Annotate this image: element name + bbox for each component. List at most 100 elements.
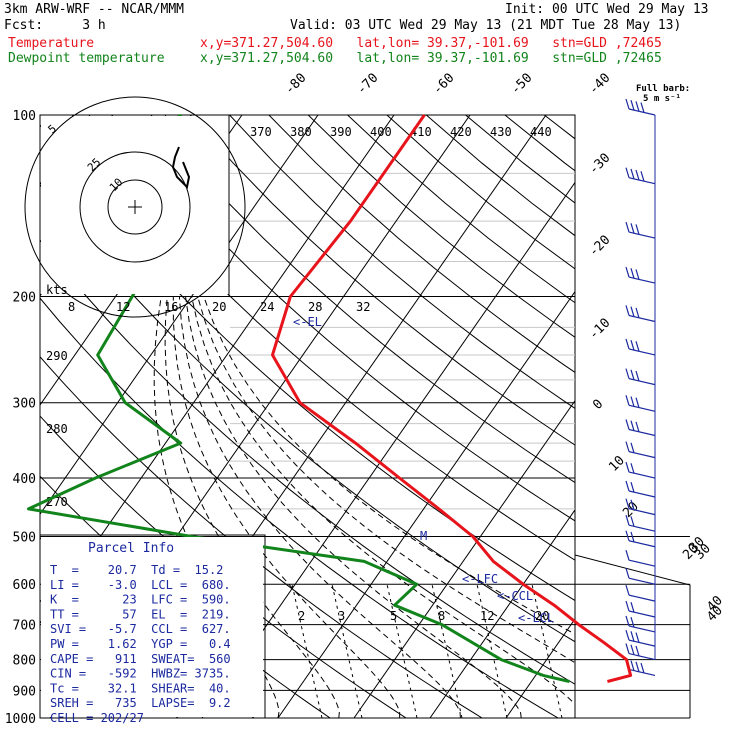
mixing-ratio-label: 20 [535, 609, 549, 623]
wind-barb [625, 615, 656, 633]
mixing-ratio-label: 8 [438, 609, 445, 623]
level-annotation: <-LCL [518, 611, 554, 625]
isobar-label-200: 200 [13, 291, 36, 306]
isotherm [277, 290, 575, 718]
wind-barb [625, 530, 656, 548]
wind-barb [625, 266, 656, 284]
dry-adiabat [111, 115, 575, 522]
theta-e-label: 390 [330, 125, 352, 139]
parcel-info-row: K = 23 LFC = 590. [50, 593, 231, 607]
isotherm-label: -10 [586, 316, 613, 343]
hodograph-ring [24, 96, 246, 318]
level-annotation: M [420, 529, 427, 543]
isobar-label-800: 800 [13, 654, 36, 669]
mixing-ratio-line [476, 584, 508, 719]
temperature-legend-label: Temperature [8, 36, 95, 51]
wind-barb [625, 98, 656, 116]
theta-e-label: 420 [450, 125, 472, 139]
isotherm-label: -60 [430, 71, 457, 98]
wind-barb [625, 629, 656, 647]
dry-adiabat [623, 115, 740, 718]
wind-barb [625, 515, 656, 532]
moist-adiabat [185, 296, 522, 718]
isotherm-label: -30 [586, 151, 613, 178]
wind-barb [625, 338, 656, 356]
dry-adiabat [71, 115, 575, 561]
mixing-ratio-line [386, 584, 418, 719]
isobar-label-400: 400 [13, 472, 36, 487]
isotherm [201, 181, 575, 718]
isotherm-label: 10 [606, 453, 628, 475]
wind-barb [625, 305, 656, 323]
hodograph-speed-label: 20 [212, 300, 226, 314]
mixing-ratio-line [331, 584, 363, 719]
valid-time: Valid: 03 UTC Wed 29 May 13 (21 MDT Tue … [290, 18, 682, 33]
wind-barb [625, 480, 656, 498]
isobar-label-1000: 1000 [5, 712, 36, 727]
wind-barb [625, 167, 656, 185]
dry-adiabat [504, 115, 575, 172]
isotherm-label: -80 [282, 71, 309, 98]
parcel-info-row: CIN = -592 HWBZ= 3735. [50, 667, 231, 681]
parcel-info-title: Parcel Info [88, 541, 174, 556]
isobar-label-500: 500 [13, 530, 36, 545]
barb-legend-title: Full barb: [636, 84, 691, 94]
wind-barb [625, 549, 656, 567]
dry-adiabat [662, 115, 740, 718]
hodograph-ring [107, 179, 163, 235]
parcel-panel-frame [40, 534, 266, 718]
parcel-info-row: SREH = 735 LAPSE= 9.2 [50, 696, 231, 710]
isotherm [582, 115, 740, 718]
isotherm-label: -20 [586, 233, 613, 260]
wind-barb [625, 419, 656, 437]
isotherm [734, 115, 740, 718]
dewpoint-legend-info: x,y=371.27,504.60 lat,lon= 39.37,-101.69… [200, 51, 662, 66]
dry-adiabat [268, 115, 575, 373]
moist-adiabat [197, 296, 575, 664]
dry-adiabat [40, 181, 575, 643]
barb-legend-units: 5 m s⁻¹ [643, 94, 681, 104]
wind-barb [625, 600, 656, 618]
moist-adiabat [191, 296, 575, 706]
hodograph-speed-label: 28 [308, 300, 322, 314]
dry-adiabat [307, 115, 575, 338]
dewpoint-legend-label: Dewpoint temperature [8, 51, 165, 66]
mixing-ratio-line [431, 584, 463, 719]
dry-adiabat [584, 115, 740, 718]
theta-e-label: 370 [250, 125, 272, 139]
hodograph-speed-label: 12 [116, 300, 130, 314]
isobar-label-300: 300 [13, 397, 36, 412]
forecast-hour: Fcst: 3 h [4, 18, 106, 33]
parcel-panel-background [41, 537, 263, 717]
theta-label: 280 [46, 422, 68, 436]
hodograph-speed-label: 16 [164, 300, 178, 314]
parcel-info-row: CAPE = 911 SWEAT= 560 [50, 652, 231, 666]
level-annotation: <-LFC [462, 572, 498, 586]
mixing-ratio-line [291, 584, 323, 719]
hodograph-speed-label: 8 [68, 300, 75, 314]
moist-adiabat [203, 296, 575, 635]
hodograph-trace [171, 146, 191, 190]
theta-e-label: 430 [490, 125, 512, 139]
mixing-ratio-label: 2 [298, 609, 305, 623]
wind-barb [625, 461, 656, 479]
isotherm-label: -50 [508, 71, 535, 98]
parcel-info-row: PW = 1.62 YGP = 0.4 [50, 637, 231, 651]
isotherm [658, 115, 740, 718]
mixing-ratio-label: 5 [390, 609, 397, 623]
hodograph-units: kts [46, 283, 68, 297]
theta-e-label: 440 [530, 125, 552, 139]
theta-e-label: 380 [290, 125, 312, 139]
isobar-label-100: 100 [13, 109, 36, 124]
wind-barb [625, 584, 656, 602]
parcel-info-row: SVI = -5.7 CCL = 627. [50, 622, 231, 636]
wind-barb [625, 221, 656, 239]
dry-adiabat [543, 115, 575, 140]
temperature-profile [271, 114, 633, 683]
hodograph-ring [79, 151, 191, 263]
isotherm-label: -70 [354, 71, 381, 98]
wind-barb [625, 498, 656, 516]
isotherm-label: 0 [590, 397, 606, 413]
dry-adiabat [229, 115, 575, 409]
